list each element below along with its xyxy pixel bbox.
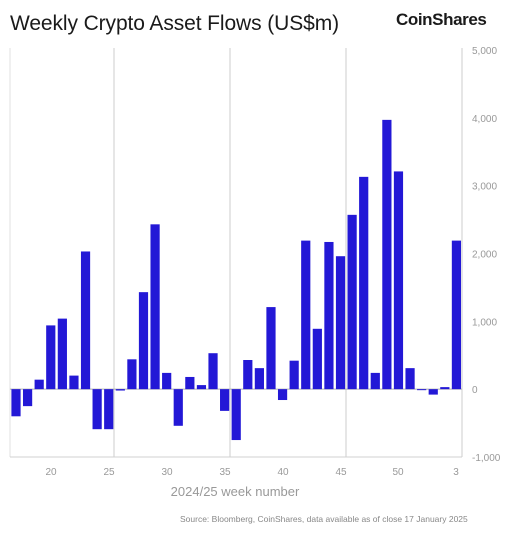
y-tick-label: 1,000	[472, 317, 497, 328]
bar-week-25	[104, 389, 114, 430]
brand-logo: CoinShares	[396, 10, 487, 29]
bar-week-24	[92, 389, 102, 430]
bar-week-2	[440, 387, 450, 390]
bar-week-45	[335, 256, 346, 390]
y-tick-label: 2,000	[472, 250, 497, 261]
bar-week-49	[382, 119, 392, 390]
bar-week-50	[393, 171, 404, 390]
bar-week-18	[22, 389, 33, 407]
bar-week-29	[150, 224, 160, 390]
bar-week-47	[359, 176, 369, 390]
bar-week-35	[220, 389, 230, 411]
bar-week-48	[370, 372, 380, 390]
bar-week-26	[115, 389, 125, 391]
bar-week-21	[57, 318, 67, 390]
bar-week-38	[254, 368, 264, 390]
bar-week-46	[347, 214, 357, 390]
bar-week-36	[231, 389, 241, 441]
x-tick-label: 3	[453, 467, 459, 478]
bar-week-51	[405, 368, 415, 390]
bar-week-31	[173, 389, 183, 426]
bar-week-23	[80, 251, 91, 390]
bar-week-37	[243, 360, 253, 390]
y-tick-label: 5,000	[472, 46, 497, 57]
bar-week-27	[127, 359, 137, 390]
bar-week-40	[277, 389, 288, 401]
x-axis-ticks: 20 25 30 35 40 45 50 3	[45, 467, 459, 478]
bars	[11, 119, 462, 441]
x-tick-label: 20	[45, 467, 57, 478]
bar-week-32	[185, 376, 195, 390]
bar-week-41	[289, 360, 299, 390]
y-axis-ticks: 5,000 4,000 3,000 2,000 1,000 0 -1,000	[472, 46, 501, 464]
bar-week-34	[208, 353, 218, 390]
bar-week-20	[46, 325, 56, 390]
bar-week-42	[301, 240, 311, 390]
x-tick-label: 35	[219, 467, 231, 478]
bar-week-3	[451, 240, 462, 390]
bar-week-39	[266, 307, 276, 390]
x-tick-label: 40	[277, 467, 289, 478]
y-tick-label: 0	[472, 385, 478, 396]
source-note: Source: Bloomberg, CoinShares, data avai…	[180, 514, 468, 524]
y-tick-label: 3,000	[472, 182, 497, 193]
bar-week-43	[312, 328, 322, 390]
bar-week-33	[196, 385, 207, 390]
bar-week-19	[34, 379, 44, 390]
x-tick-label: 50	[392, 467, 404, 478]
bar-week-44	[324, 241, 334, 390]
x-axis-label: 2024/25 week number	[171, 484, 300, 499]
chart-title: Weekly Crypto Asset Flows (US$m)	[10, 12, 339, 35]
bar-week-1	[428, 389, 438, 395]
y-tick-label: -1,000	[472, 453, 501, 464]
bar-week-30	[162, 372, 172, 390]
bar-week-22	[69, 375, 79, 390]
bar-week-28	[138, 292, 149, 390]
x-tick-label: 30	[161, 467, 173, 478]
x-tick-label: 25	[103, 467, 115, 478]
x-tick-label: 45	[335, 467, 347, 478]
bar-week-17	[11, 389, 21, 417]
bar-week-52	[417, 389, 427, 391]
y-tick-label: 4,000	[472, 114, 497, 125]
